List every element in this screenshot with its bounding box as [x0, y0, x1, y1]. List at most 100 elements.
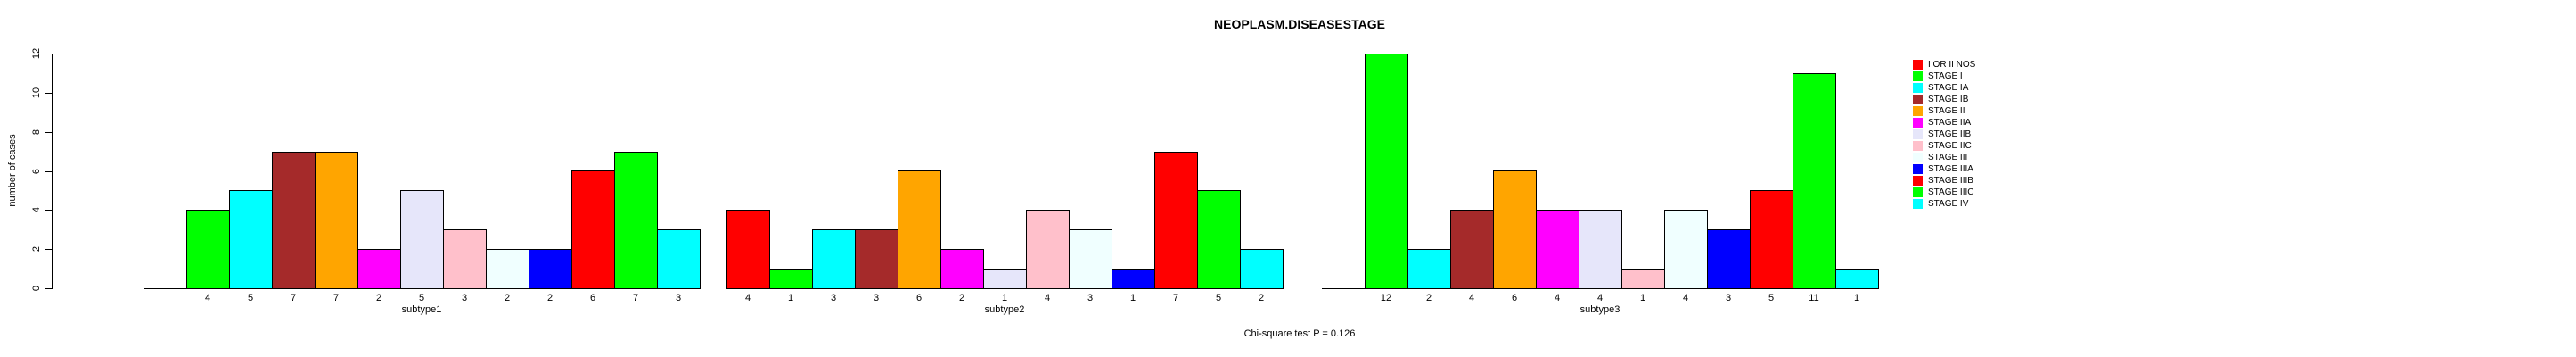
bar-value-label: 1	[1639, 293, 1646, 303]
bar-subtype3-stage-iii	[1664, 210, 1708, 289]
legend-swatch	[1913, 141, 1923, 151]
bar-value-label: 3	[675, 293, 682, 303]
bar-value-label: 7	[290, 293, 297, 303]
y-tick-label: 0	[31, 285, 42, 292]
bar-value-label: 6	[1511, 293, 1518, 303]
y-tick-label: 10	[31, 87, 42, 99]
bar-subtype3-stage-iiic	[1793, 73, 1836, 289]
bar-subtype1-stage-iiic	[614, 152, 658, 289]
bar-value-label: 7	[1172, 293, 1179, 303]
bar-subtype2-stage-iiia	[1112, 269, 1155, 289]
group-label-subtype3: subtype3	[1579, 304, 1620, 315]
bar-value-label: 7	[632, 293, 639, 303]
bar-subtype2-stage-iia	[940, 249, 984, 289]
legend-swatch	[1913, 153, 1923, 162]
bar-value-label: 1	[787, 293, 794, 303]
bar-subtype3-stage-iic	[1621, 269, 1665, 289]
legend-label: STAGE IB	[1928, 95, 1969, 104]
chart-title: NEOPLASM.DISEASESTAGE	[1214, 17, 1385, 31]
bar-subtype1-stage-iib	[400, 190, 444, 289]
bar-subtype2-stage-iic	[1026, 210, 1070, 289]
bar-subtype3-stage-iiib	[1750, 190, 1793, 289]
bar-subtype1-stage-iiia	[529, 249, 572, 289]
bar-value-label: 2	[1258, 293, 1265, 303]
bar-value-label: 2	[504, 293, 511, 303]
group-label-subtype1: subtype1	[401, 304, 442, 315]
bar-subtype2-stage-i	[769, 269, 813, 289]
y-tick	[45, 171, 52, 172]
legend-swatch	[1913, 60, 1923, 70]
bar-subtype3-stage-iib	[1579, 210, 1622, 289]
legend-swatch	[1913, 129, 1923, 139]
legend-swatch	[1913, 71, 1923, 81]
bar-value-label: 5	[1215, 293, 1222, 303]
bar-subtype3-stage-iia	[1536, 210, 1579, 289]
bar-subtype2-stage-ii	[898, 170, 941, 289]
bar-subtype3-stage-ia	[1407, 249, 1451, 289]
legend-swatch	[1913, 83, 1923, 93]
group-label-subtype2: subtype2	[984, 304, 1025, 315]
y-tick	[45, 93, 52, 94]
y-tick	[45, 210, 52, 211]
legend-swatch	[1913, 95, 1923, 104]
legend-label: STAGE IIB	[1928, 129, 1972, 139]
legend-label: STAGE II	[1928, 106, 1965, 116]
y-tick-label: 6	[31, 168, 42, 175]
bar-subtype2-i-or-ii-nos	[726, 210, 770, 289]
bar-value-label: 3	[1725, 293, 1732, 303]
y-tick	[45, 288, 52, 289]
legend-label: I OR II NOS	[1928, 60, 1976, 70]
y-tick-label: 12	[31, 47, 42, 60]
legend-label: STAGE IV	[1928, 199, 1969, 209]
bar-subtype1-stage-ii	[315, 152, 358, 289]
y-tick	[45, 249, 52, 250]
bar-subtype1-stage-ib	[272, 152, 316, 289]
bar-subtype3-stage-i	[1365, 54, 1408, 289]
legend-label: STAGE IIIC	[1928, 187, 1974, 197]
legend-label: STAGE IIIB	[1928, 176, 1973, 186]
legend-label: STAGE IIA	[1928, 118, 1972, 128]
bar-value-label: 5	[418, 293, 425, 303]
bar-subtype2-stage-iii	[1069, 229, 1112, 289]
legend-swatch	[1913, 199, 1923, 209]
legend-swatch	[1913, 118, 1923, 128]
bar-value-label: 2	[1425, 293, 1432, 303]
bar-subtype1-stage-iv	[657, 229, 701, 289]
bar-subtype3-stage-ii	[1493, 170, 1537, 289]
bar-value-label: 2	[958, 293, 965, 303]
bar-subtype1-stage-ia	[229, 190, 273, 289]
bar-value-label: 5	[247, 293, 254, 303]
legend-swatch	[1913, 164, 1923, 174]
bar-subtype1-stage-iii	[486, 249, 529, 289]
bar-subtype2-stage-iiib	[1154, 152, 1198, 289]
bar-value-label: 7	[332, 293, 340, 303]
bar-subtype2-stage-ib	[855, 229, 898, 289]
y-tick-label: 4	[31, 206, 42, 213]
bar-subtype3-stage-ib	[1450, 210, 1494, 289]
bar-value-label: 5	[1768, 293, 1775, 303]
legend-label: STAGE IA	[1928, 83, 1969, 93]
bar-value-label: 3	[1087, 293, 1094, 303]
bar-value-label: 1	[1001, 293, 1008, 303]
bar-value-label: 4	[1468, 293, 1475, 303]
bar-value-label: 4	[1596, 293, 1604, 303]
bar-subtype3-stage-iiia	[1707, 229, 1751, 289]
legend-label: STAGE IIIA	[1928, 164, 1973, 174]
bar-subtype2-stage-iv	[1240, 249, 1284, 289]
bar-value-label: 4	[1682, 293, 1689, 303]
legend-label: STAGE III	[1928, 153, 1968, 162]
bar-subtype2-stage-ia	[812, 229, 856, 289]
y-tick-label: 2	[31, 245, 42, 253]
bar-value-label: 2	[546, 293, 554, 303]
bar-value-label: 1	[1853, 293, 1860, 303]
bar-value-label: 6	[589, 293, 596, 303]
bar-value-label: 3	[830, 293, 837, 303]
y-tick-label: 8	[31, 129, 42, 136]
bar-value-label: 11	[1809, 293, 1819, 303]
bar-value-label: 4	[1044, 293, 1051, 303]
bar-subtype3-stage-iv	[1835, 269, 1879, 289]
bar-value-label: 1	[1129, 293, 1136, 303]
bar-subtype2-stage-iib	[983, 269, 1027, 289]
chi-square-annotation: Chi-square test P = 0.126	[1243, 328, 1356, 339]
